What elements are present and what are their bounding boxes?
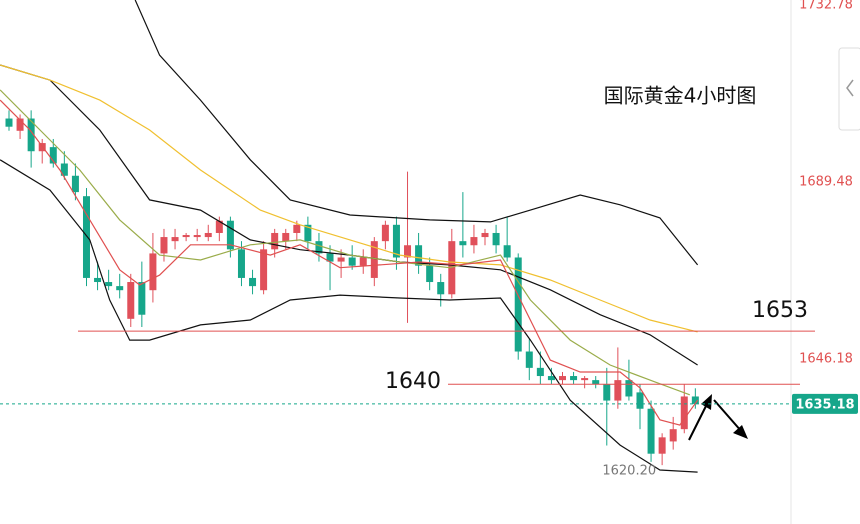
candle-body <box>392 224 400 258</box>
candle-body <box>160 237 168 254</box>
y-tick-label: 1732.78 <box>799 0 853 12</box>
candle-body <box>625 380 633 397</box>
candle-body <box>249 277 257 287</box>
candle-body <box>149 253 157 291</box>
candle-body <box>381 224 389 242</box>
candle-body <box>415 245 423 266</box>
candle-body <box>71 175 79 193</box>
y-tick-label: 1646.18 <box>799 351 853 366</box>
candle-body <box>27 118 35 152</box>
candle-body <box>680 396 688 430</box>
candle-body <box>492 232 500 246</box>
candle-body <box>94 277 102 283</box>
candle-body <box>315 241 323 254</box>
candle-body <box>647 408 655 454</box>
candle-body <box>182 235 190 238</box>
candle-body <box>669 429 677 442</box>
candle-body <box>5 118 13 127</box>
candle-body <box>127 282 135 319</box>
arrows <box>688 394 748 441</box>
candle-body <box>293 224 301 233</box>
arrow-up <box>688 401 709 441</box>
candle-body <box>271 232 279 250</box>
indicator-line <box>134 0 699 266</box>
candle-body <box>204 232 212 238</box>
candle-body <box>636 392 644 409</box>
candle-body <box>547 376 555 381</box>
candle-body <box>282 232 290 242</box>
arrow-head <box>733 425 748 439</box>
candle-body <box>193 235 201 238</box>
last-price-label: 1635.18 <box>795 397 854 412</box>
candle-body <box>658 437 666 454</box>
candle-body <box>503 245 511 258</box>
y-tick-label: 1689.48 <box>799 174 853 189</box>
indicator-line <box>0 89 691 396</box>
candle-body <box>592 380 600 385</box>
candle-body <box>525 351 533 368</box>
candle-body <box>138 282 146 315</box>
candle-body <box>437 282 445 295</box>
arrow-down <box>713 399 743 433</box>
candle-body <box>404 245 412 258</box>
candle-body <box>105 282 113 287</box>
candle-body <box>260 249 268 291</box>
level-label: 1653 <box>752 298 808 323</box>
candle-body <box>570 376 578 381</box>
candle-body <box>116 286 124 291</box>
plot-area <box>0 0 699 473</box>
candle-body <box>337 257 345 262</box>
chart-title: 国际黄金4小时图 <box>604 84 757 108</box>
candle-body <box>581 378 589 381</box>
candle-body <box>459 241 467 246</box>
candle-body <box>304 224 312 242</box>
candle-body <box>60 163 68 176</box>
candle-body <box>691 396 699 404</box>
indicator-line <box>0 64 698 333</box>
arrow-head <box>701 394 712 410</box>
candle-body <box>470 237 478 246</box>
candle-body <box>514 257 522 352</box>
candle-body <box>49 147 57 164</box>
candle-body <box>614 380 622 401</box>
candle-body <box>370 241 378 278</box>
last-price-tag <box>792 393 858 414</box>
candle-body <box>559 376 566 381</box>
level-label: 1640 <box>385 369 441 394</box>
candle-body <box>536 367 544 377</box>
candle-body <box>237 249 245 278</box>
candle-body <box>603 384 611 401</box>
candle-body <box>226 220 234 250</box>
candle-body <box>359 257 367 266</box>
side-tab[interactable] <box>838 47 860 131</box>
low-label: 1620.20 <box>602 464 656 479</box>
candle-body <box>426 265 434 283</box>
collapse-icon[interactable] <box>846 79 854 97</box>
indicator-line <box>0 159 698 473</box>
candle-body <box>16 118 24 131</box>
candle-body <box>215 220 223 233</box>
candle-body <box>348 257 356 266</box>
candle-body <box>82 196 90 278</box>
candle-body <box>481 232 489 238</box>
candle-body <box>326 253 334 262</box>
candle-body <box>171 237 179 242</box>
indicator-line <box>0 99 699 426</box>
